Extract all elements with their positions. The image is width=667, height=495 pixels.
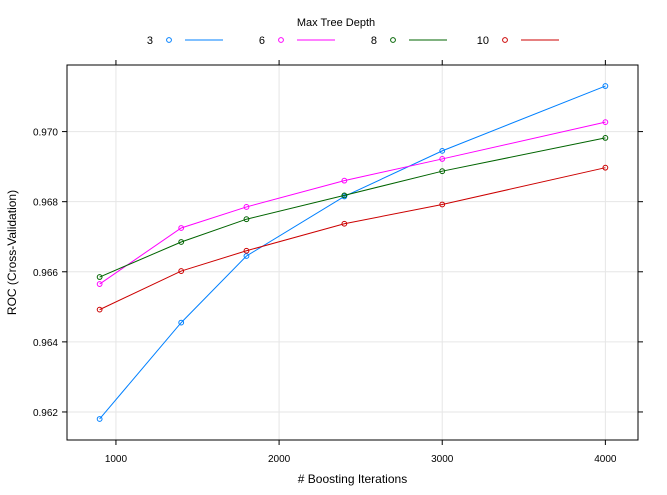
series-6 xyxy=(96,119,609,287)
data-point xyxy=(178,239,185,245)
data-point xyxy=(96,274,103,280)
data-point xyxy=(602,83,609,89)
y-tick-label: 0.964 xyxy=(33,338,58,349)
legend-label: 6 xyxy=(259,35,265,47)
series-8 xyxy=(96,134,609,280)
data-point xyxy=(439,201,446,208)
series-line-3 xyxy=(99,85,606,420)
data-point xyxy=(439,147,446,154)
data-point xyxy=(602,119,609,126)
data-point xyxy=(243,216,250,223)
y-axis-label: ROC (Cross-Validation) xyxy=(5,190,19,315)
legend-marker xyxy=(278,37,284,43)
grid xyxy=(67,65,638,440)
legend-marker xyxy=(166,37,172,43)
data-point xyxy=(178,319,185,326)
y-tick-label: 0.962 xyxy=(33,408,58,419)
legend-marker xyxy=(390,37,396,43)
legend-item-10: 10 xyxy=(477,35,559,47)
legend-item-6: 6 xyxy=(259,35,335,47)
x-tick-label: 1000 xyxy=(105,454,128,465)
data-point xyxy=(602,164,609,171)
y-tick-label: 0.970 xyxy=(33,128,58,139)
legend-item-3: 3 xyxy=(147,35,223,47)
x-axis-label: # Boosting Iterations xyxy=(298,472,407,486)
axis-ticks: 1000 2000 3000 4000 0.962 0.964 0.966 0.968 0.97… xyxy=(33,60,643,465)
y-tick-label: 0.966 xyxy=(33,268,58,279)
data-point xyxy=(178,225,185,231)
plot-area xyxy=(66,64,639,441)
legend-label: 3 xyxy=(147,35,153,47)
legend-title: Max Tree Depth xyxy=(297,17,375,29)
data-point xyxy=(243,204,250,210)
series-10 xyxy=(96,164,609,313)
x-tick-label: 4000 xyxy=(594,454,617,465)
data-point xyxy=(243,247,250,254)
data-point xyxy=(341,177,348,184)
series-group xyxy=(96,83,609,422)
data-point xyxy=(439,168,446,175)
series-line-8 xyxy=(99,137,606,278)
x-tick-label: 3000 xyxy=(431,454,454,465)
legend-label: 8 xyxy=(371,35,377,47)
legend-item-8: 8 xyxy=(371,35,447,47)
series-line-6 xyxy=(99,121,606,285)
x-tick-label: 2000 xyxy=(268,454,291,465)
data-point xyxy=(439,156,446,162)
series-3 xyxy=(96,83,609,422)
data-point xyxy=(178,268,185,274)
y-tick-label: 0.968 xyxy=(33,198,58,209)
series-line-10 xyxy=(99,167,606,311)
legend-marker xyxy=(502,37,508,43)
legend: Max Tree Depth 3 6 8 10 xyxy=(147,17,559,47)
data-point xyxy=(96,281,103,287)
data-point xyxy=(96,306,103,313)
data-point xyxy=(96,416,103,422)
legend-label: 10 xyxy=(477,35,489,47)
data-point xyxy=(602,134,609,141)
data-point xyxy=(341,220,348,227)
data-point xyxy=(341,192,348,199)
